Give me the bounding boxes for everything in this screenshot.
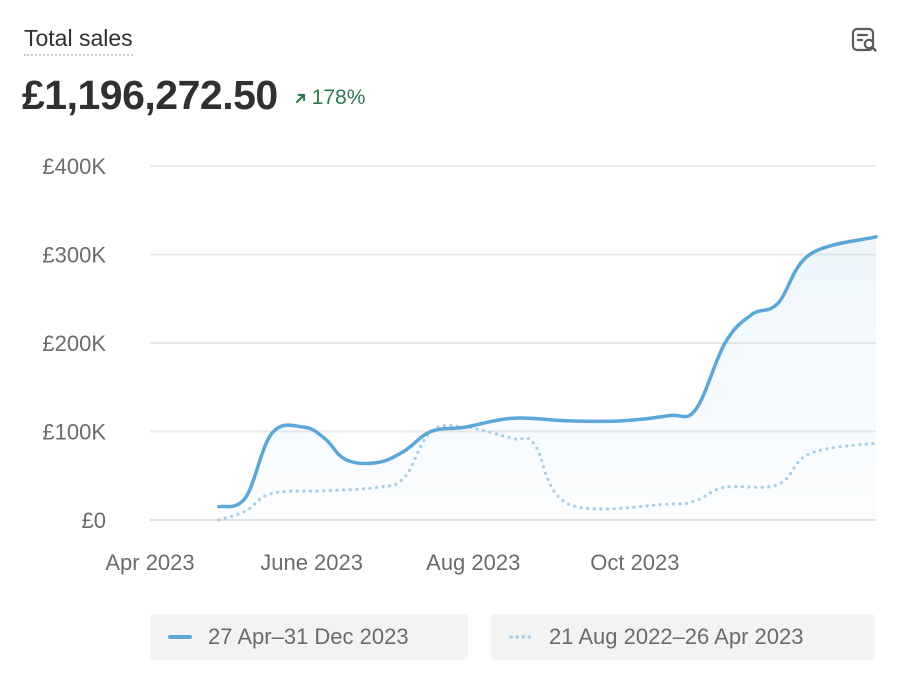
sales-line-chart[interactable]: £0 £100K £200K £300K £400K Apr 2023 June 2023 A… [0,140,906,590]
y-tick-label: £200K [42,331,106,356]
solid-line-swatch-icon [168,635,192,639]
legend-label-previous: 21 Aug 2022–26 Apr 2023 [549,624,804,649]
series-area-current [218,236,876,521]
legend-item-current[interactable]: 27 Apr–31 Dec 2023 [150,614,468,660]
y-tick-label: £300K [42,243,106,268]
card-title[interactable]: Total sales [24,24,133,56]
headline: £1,196,272.50 178% [22,72,365,119]
dotted-line-swatch-icon [509,635,533,639]
arrow-up-right-icon [295,93,305,104]
y-tick-label: £400K [42,154,106,179]
x-tick-label: June 2023 [260,550,363,575]
analytics-report-button[interactable] [846,22,882,58]
y-tick-label: £0 [82,508,106,533]
x-tick-label: Oct 2023 [590,550,679,575]
y-tick-label: £100K [42,420,106,445]
legend-label-current: 27 Apr–31 Dec 2023 [208,624,409,649]
delta-badge: 178% [294,86,366,110]
total-sales-value: £1,196,272.50 [22,72,278,118]
delta-value: 178% [311,86,366,109]
x-tick-label: Aug 2023 [426,550,520,575]
search-report-icon [851,27,877,52]
series-line-current [217,235,878,509]
legend-item-previous[interactable]: 21 Aug 2022–26 Apr 2023 [491,614,875,660]
x-tick-label: Apr 2023 [105,550,194,575]
